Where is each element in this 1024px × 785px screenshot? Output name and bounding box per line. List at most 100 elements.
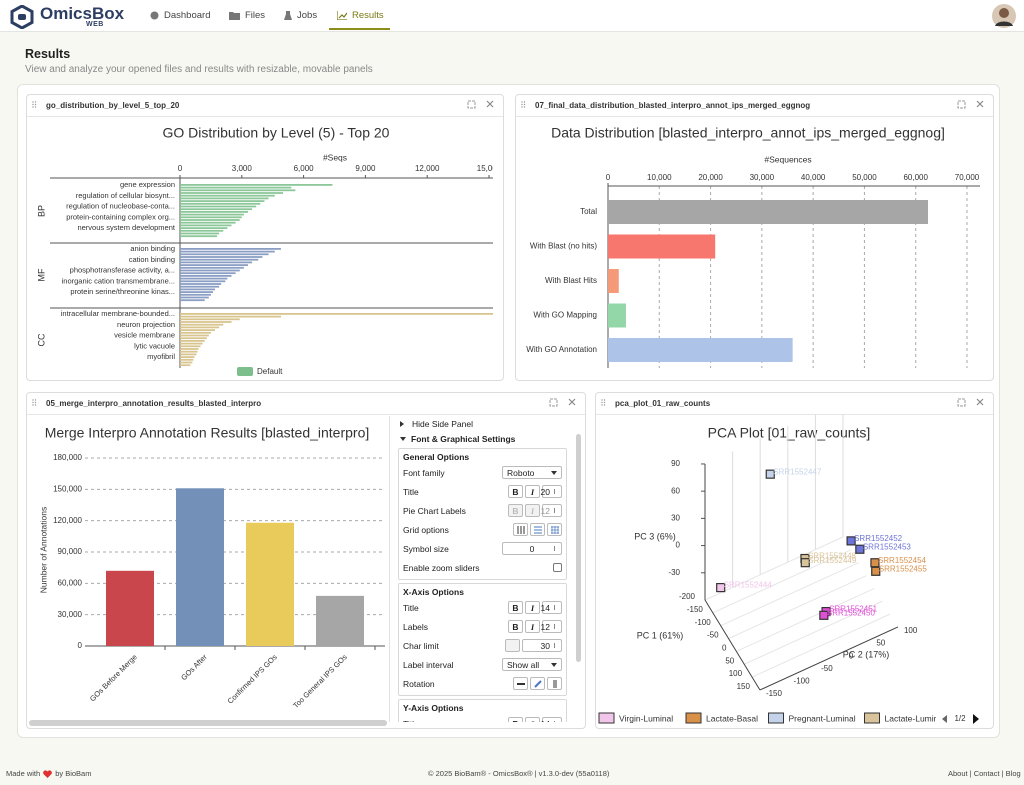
number-input[interactable]: 0 <box>502 542 562 555</box>
control: 30 <box>505 639 562 652</box>
brand: OmicsBox <box>40 4 125 23</box>
number-input[interactable]: 30 <box>522 639 562 652</box>
icon-button[interactable] <box>547 677 562 690</box>
checkbox[interactable] <box>553 563 562 572</box>
icon-button[interactable] <box>547 523 562 536</box>
nav-label[interactable]: Files <box>245 10 266 21</box>
option-label: Symbol size <box>403 543 449 554</box>
option-row: Title B I 20 <box>403 482 562 501</box>
italic-button[interactable]: I <box>525 504 540 517</box>
page-title: Results <box>25 47 71 61</box>
brand-sub: WEB <box>86 21 104 28</box>
option-row: Char limit 30 <box>403 636 562 655</box>
control <box>513 523 562 536</box>
panel-title: go_distribution_by_level_5_top_20 <box>46 101 180 110</box>
italic-button[interactable]: I <box>525 717 540 722</box>
nav-files[interactable]: Files <box>229 10 265 21</box>
nav-label[interactable]: Results <box>352 10 384 21</box>
select[interactable]: Roboto <box>502 466 562 479</box>
caret <box>400 436 406 444</box>
option-label: Rotation <box>403 678 435 689</box>
italic-button[interactable]: I <box>525 601 540 614</box>
nav-dashboard[interactable]: Dashboard <box>150 10 210 21</box>
footer-links[interactable]: About | Contact | Blog <box>948 769 1021 778</box>
side-panel: Hide Side Panel Font & Graphical Settings… <box>389 416 585 722</box>
option-group: General Options Font family Roboto Title B I 2… <box>398 448 567 580</box>
section-label: Font & Graphical Settings <box>411 433 516 444</box>
active-underline <box>329 28 390 30</box>
icon-button[interactable] <box>513 523 528 536</box>
icon-button[interactable] <box>513 677 528 690</box>
section-header[interactable]: Font & Graphical Settings <box>390 431 585 446</box>
nav-label[interactable]: Jobs <box>297 10 318 21</box>
footer-text: Made with <box>6 769 41 778</box>
panel-title: 07_final_data_distribution_blasted_inter… <box>535 101 811 110</box>
number-input[interactable]: 12 <box>541 620 562 633</box>
panel-header[interactable]: 05_merge_interpro_annotation_results_bla… <box>27 393 585 415</box>
control: Show all <box>502 658 562 671</box>
control: B I 20 <box>508 485 562 498</box>
option-row: Grid options <box>403 520 562 539</box>
navbar: OmicsBox WEB Dashboard Files Jobs Result… <box>0 0 1024 32</box>
page-subtitle: View and analyze your opened files and r… <box>25 64 373 75</box>
panel-title: pca_plot_01_raw_counts <box>615 399 711 408</box>
option-label: Title <box>403 602 419 613</box>
panel-header[interactable]: pca_plot_01_raw_counts <box>596 393 993 415</box>
v-scrollbar[interactable] <box>576 434 581 662</box>
option-label: Pie Chart Labels <box>403 505 466 516</box>
option-label: Grid options <box>403 524 449 535</box>
number-input[interactable]: 12 <box>541 504 562 517</box>
option-label: Title <box>403 719 419 723</box>
option-row: Labels B I 12 <box>403 617 562 636</box>
option-group: X-Axis Options Title B I 14 Labels B I 12 Char li… <box>398 583 567 696</box>
option-label: Char limit <box>403 640 439 651</box>
control: B I 12 <box>508 504 562 517</box>
number-input[interactable]: 20 <box>541 485 562 498</box>
nav-jobs[interactable]: Jobs <box>284 10 317 21</box>
option-label: Labels <box>403 621 429 632</box>
h-scrollbar[interactable] <box>29 720 387 726</box>
option-row: Symbol size 0 <box>403 539 562 558</box>
heart-icon <box>43 769 53 778</box>
option-label: Title <box>403 486 419 497</box>
control: Roboto <box>502 466 562 479</box>
bold-button[interactable]: B <box>508 601 523 614</box>
panel: 07_final_data_distribution_blasted_inter… <box>515 94 994 381</box>
footer-center: © 2025 BioBam® - OmicsBox® | v1.3.0-dev … <box>428 769 610 778</box>
panel-header[interactable]: 07_final_data_distribution_blasted_inter… <box>516 95 993 117</box>
italic-button[interactable]: I <box>525 620 540 633</box>
number-input[interactable]: 14 <box>541 717 562 722</box>
footer-left: Made with by BioBam <box>6 769 91 778</box>
logo-icon <box>10 5 34 29</box>
option-row: Enable zoom sliders <box>403 558 562 577</box>
bold-button[interactable]: B <box>508 485 523 498</box>
select[interactable]: Show all <box>502 658 562 671</box>
caret <box>400 420 407 427</box>
option-label: Font family <box>403 467 445 478</box>
toggle-label[interactable]: Hide Side Panel <box>412 418 473 429</box>
control <box>513 677 562 690</box>
bold-button[interactable]: B <box>508 504 523 517</box>
icon-button[interactable] <box>530 523 545 536</box>
control: 0 <box>502 542 562 555</box>
control: B I 12 <box>508 620 562 633</box>
italic-button[interactable]: I <box>525 485 540 498</box>
nav-label[interactable]: Dashboard <box>164 10 211 21</box>
bold-button[interactable]: B <box>508 717 523 722</box>
side-toggle[interactable]: Hide Side Panel <box>390 416 585 431</box>
footer-text: by BioBam <box>55 769 92 778</box>
avatar[interactable] <box>991 3 1017 29</box>
option-label: Label interval <box>403 659 454 670</box>
icon-button[interactable] <box>530 677 545 690</box>
nav-results[interactable]: Results <box>337 10 384 21</box>
panel-header[interactable]: go_distribution_by_level_5_top_20 <box>27 95 503 117</box>
group-title: General Options <box>403 452 470 462</box>
number-input[interactable]: 14 <box>541 601 562 614</box>
bold-button[interactable]: B <box>508 620 523 633</box>
panel-title: 05_merge_interpro_annotation_results_bla… <box>46 399 262 408</box>
toggle-button[interactable] <box>505 639 520 652</box>
